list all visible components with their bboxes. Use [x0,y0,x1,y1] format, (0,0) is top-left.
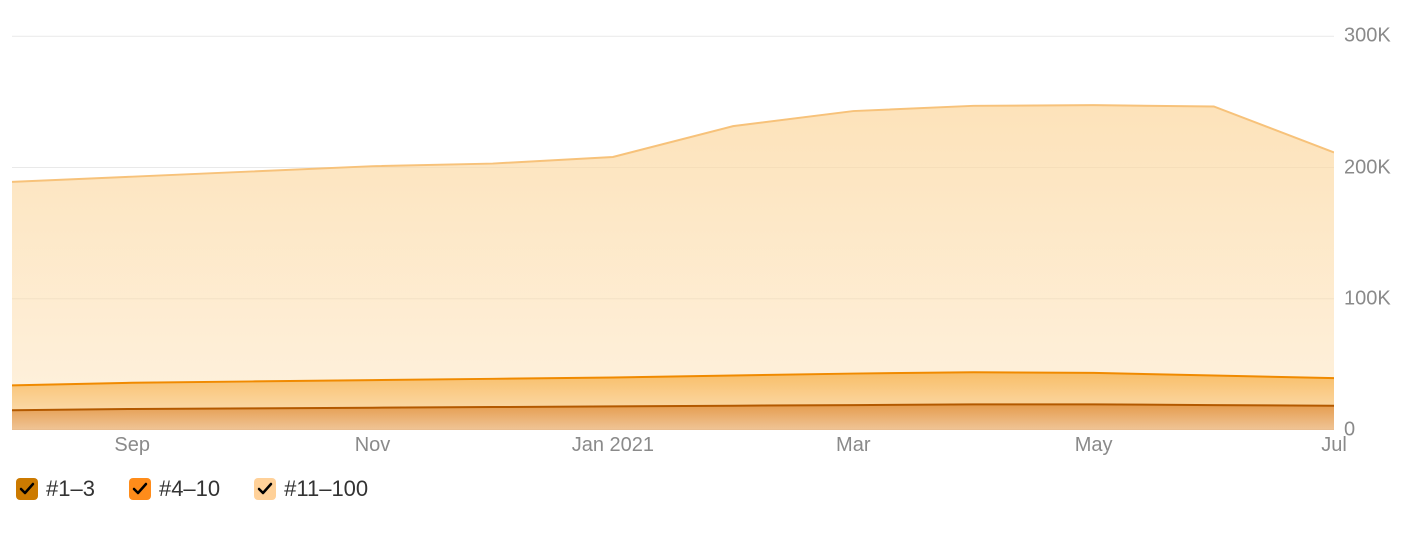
legend-item-s1[interactable]: #1–3 [16,476,95,502]
legend-swatch [129,478,151,500]
x-axis-label: Nov [355,434,391,457]
check-icon [132,481,148,497]
legend-label: #1–3 [46,476,95,502]
x-axis-label: May [1075,434,1113,457]
y-axis-label: 200K [1344,156,1391,179]
check-icon [19,481,35,497]
y-axis-label: 300K [1344,25,1391,48]
check-icon [257,481,273,497]
legend-swatch [16,478,38,500]
chart-svg [12,10,1334,430]
chart-legend: #1–3 #4–10 #11–100 [16,476,368,502]
y-axis-label: 100K [1344,287,1391,310]
legend-item-s2[interactable]: #4–10 [129,476,220,502]
legend-label: #11–100 [284,476,368,502]
x-axis-label: Sep [114,434,150,457]
plot-area [12,10,1334,430]
x-axis-label: Mar [836,434,870,457]
legend-swatch [254,478,276,500]
legend-item-s3[interactable]: #11–100 [254,476,368,502]
area-s3 [12,105,1334,385]
legend-label: #4–10 [159,476,220,502]
area-chart: 0100K200K300K SepNovJan 2021MarMayJul #1… [0,0,1422,534]
x-axis-label: Jan 2021 [572,434,654,457]
x-axis-label: Jul [1321,434,1347,457]
